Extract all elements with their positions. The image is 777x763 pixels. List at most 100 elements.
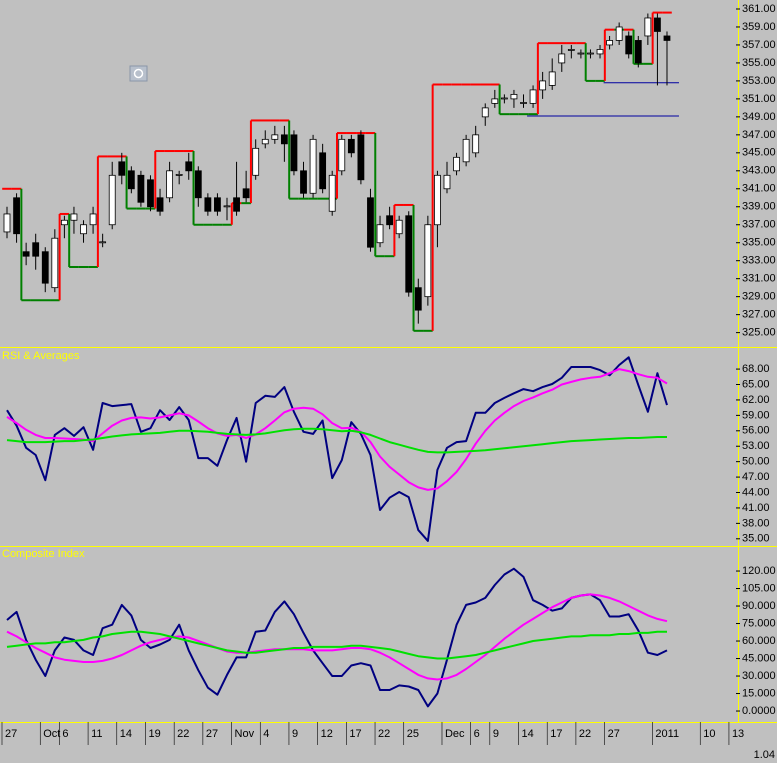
y-tick-label: 339.00: [742, 201, 776, 213]
y-tick-label: 335.00: [742, 237, 776, 249]
x-tick-label: 10: [703, 728, 715, 740]
x-tick-label: 17: [550, 728, 562, 740]
y-tick-label: 50.00: [742, 456, 770, 468]
pane-title: RSI & Averages: [2, 350, 80, 362]
candle-body: [41, 251, 49, 284]
y-tick-label: 30.000: [742, 670, 776, 682]
y-tick-label: 357.00: [742, 39, 776, 51]
x-tick-label: 6: [62, 728, 68, 740]
candle-body: [22, 251, 30, 257]
x-tick-label: 12: [321, 728, 333, 740]
y-tick-label: 331.00: [742, 273, 776, 285]
x-tick-label: 22: [579, 728, 591, 740]
x-tick-label: 14: [522, 728, 534, 740]
y-tick-label: 333.00: [742, 255, 776, 267]
candle-body: [558, 53, 566, 64]
candle-body: [386, 215, 394, 226]
y-tick-label: 349.00: [742, 111, 776, 123]
candle-body: [271, 134, 279, 140]
y-tick-label: 329.00: [742, 291, 776, 303]
candle-body: [634, 40, 642, 64]
x-tick-label: 9: [292, 728, 298, 740]
y-tick-label: 45.000: [742, 652, 776, 664]
candle-body: [587, 52, 594, 55]
candle-body: [577, 52, 585, 55]
candle-body: [520, 102, 527, 104]
candle-body: [127, 170, 135, 190]
x-tick-label: 27: [5, 728, 17, 740]
y-tick-label: 90.000: [742, 600, 776, 612]
x-tick-label: 27: [206, 728, 218, 740]
y-tick-label: 120.00: [742, 565, 776, 577]
candle-body: [13, 197, 20, 235]
x-tick-label: 2011: [655, 728, 679, 740]
candle-body: [606, 40, 613, 46]
candle-body: [328, 174, 336, 212]
y-tick-label: 75.000: [742, 617, 776, 629]
candle-body: [137, 174, 145, 203]
x-tick-label: Oct: [43, 728, 60, 740]
y-tick-label: 41.00: [742, 502, 770, 514]
y-tick-label: 351.00: [742, 93, 776, 105]
candle-body: [51, 237, 59, 289]
candle-body: [414, 287, 422, 311]
candle-body: [261, 138, 269, 145]
candle-body: [70, 213, 78, 221]
candle-body: [118, 161, 126, 176]
y-tick-label: 353.00: [742, 75, 776, 87]
candle-body: [233, 197, 240, 212]
candle-body: [214, 197, 221, 212]
y-tick-label: 0.0000: [742, 705, 776, 717]
corner-label: 1.04: [754, 749, 775, 761]
candle-body: [481, 107, 489, 118]
candle-body: [654, 17, 661, 32]
candle-body: [529, 89, 537, 104]
x-tick-label: 14: [120, 728, 132, 740]
candle-body: [434, 174, 441, 226]
x-tick-label: 13: [732, 728, 744, 740]
x-tick-label: 22: [177, 728, 189, 740]
x-tick-label: 25: [407, 728, 419, 740]
candle-body: [223, 205, 231, 208]
series-line: [6, 567, 668, 708]
y-tick-label: 47.00: [742, 471, 770, 483]
x-tick-label: 4: [263, 728, 269, 740]
y-tick-label: 341.00: [742, 183, 776, 195]
candle-body: [347, 138, 355, 154]
candle-body: [300, 170, 307, 194]
candle-body: [156, 197, 164, 212]
candle-body: [175, 173, 183, 176]
icon-glyph: [133, 68, 144, 79]
y-tick-label: 361.00: [742, 3, 776, 15]
candle-body: [395, 219, 403, 235]
y-tick-label: 56.00: [742, 425, 770, 437]
candle-body: [443, 174, 451, 190]
y-tick-label: 327.00: [742, 309, 776, 321]
candle-body: [319, 152, 327, 190]
candle-body: [166, 170, 174, 199]
x-tick-label: 27: [608, 728, 620, 740]
y-tick-label: 44.00: [742, 486, 770, 498]
x-tick-label: 17: [349, 728, 361, 740]
candle-body: [510, 93, 518, 100]
y-tick-label: 60.000: [742, 635, 776, 647]
candle-body: [453, 156, 460, 172]
candle-body: [147, 179, 154, 208]
candle-body: [472, 134, 480, 154]
y-tick-label: 337.00: [742, 219, 776, 231]
series-line: [6, 593, 668, 681]
candle-body: [491, 98, 499, 104]
y-tick-label: 62.00: [742, 394, 770, 406]
candle-body: [615, 26, 623, 41]
candle-body: [663, 35, 671, 41]
candle-body: [60, 219, 68, 226]
candle-body: [252, 147, 260, 176]
candle-body: [596, 49, 604, 55]
toolbar-icon[interactable]: [129, 65, 148, 82]
y-tick-label: 347.00: [742, 129, 776, 141]
candle-body: [242, 188, 250, 199]
candle-body: [500, 97, 508, 100]
candle-body: [367, 197, 374, 248]
candle-body: [204, 197, 212, 212]
